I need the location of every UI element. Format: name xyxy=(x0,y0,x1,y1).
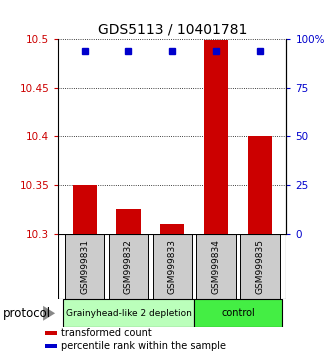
Bar xyxy=(65,234,104,299)
Text: GSM999831: GSM999831 xyxy=(80,239,89,294)
Bar xyxy=(63,299,194,327)
Bar xyxy=(248,136,272,234)
Text: GSM999832: GSM999832 xyxy=(124,239,133,294)
Title: GDS5113 / 10401781: GDS5113 / 10401781 xyxy=(98,22,247,36)
Bar xyxy=(45,331,57,335)
Bar xyxy=(160,224,184,234)
Text: percentile rank within the sample: percentile rank within the sample xyxy=(61,341,226,351)
Text: GSM999833: GSM999833 xyxy=(168,239,177,294)
Text: control: control xyxy=(221,308,255,318)
Bar xyxy=(45,344,57,348)
Bar xyxy=(240,234,280,299)
Bar xyxy=(204,40,228,234)
Bar xyxy=(153,234,192,299)
Text: GSM999834: GSM999834 xyxy=(212,239,221,294)
Text: Grainyhead-like 2 depletion: Grainyhead-like 2 depletion xyxy=(66,309,191,318)
Bar xyxy=(196,234,236,299)
Polygon shape xyxy=(43,306,55,321)
Bar xyxy=(109,234,148,299)
Text: protocol: protocol xyxy=(3,307,52,320)
Bar xyxy=(73,185,97,234)
Bar xyxy=(194,299,282,327)
Bar xyxy=(117,209,141,234)
Text: transformed count: transformed count xyxy=(61,328,152,338)
Text: GSM999835: GSM999835 xyxy=(255,239,264,294)
